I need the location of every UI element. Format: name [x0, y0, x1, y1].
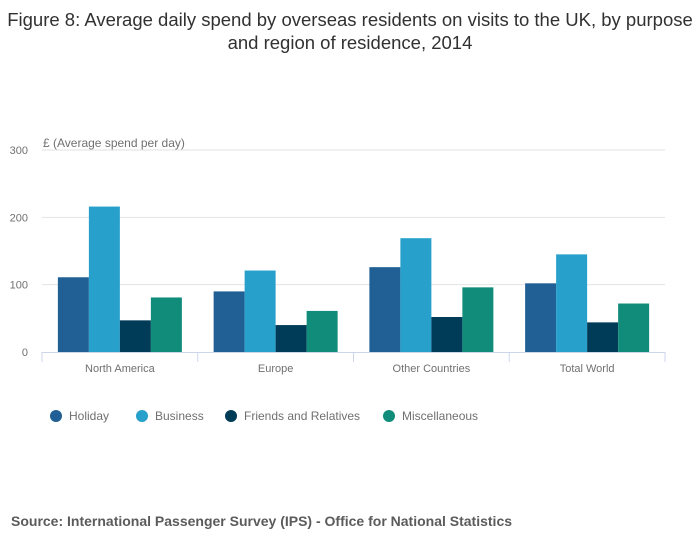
- bar-friends-and-relatives: [431, 316, 463, 352]
- bar-holiday: [369, 267, 401, 352]
- bar-miscellaneous: [462, 287, 494, 352]
- bar-holiday: [213, 291, 245, 352]
- legend-label: Business: [155, 409, 204, 423]
- bar-holiday: [57, 277, 89, 352]
- bar-holiday: [525, 283, 557, 352]
- bar-business: [556, 254, 588, 352]
- legend-label: Friends and Relatives: [244, 409, 360, 423]
- y-axis-label: £ (Average spend per day): [43, 136, 185, 150]
- y-tick-label: 200: [10, 212, 28, 224]
- bar-friends-and-relatives: [587, 322, 619, 352]
- legend-label: Holiday: [69, 409, 109, 423]
- y-tick-label: 0: [22, 347, 28, 359]
- chart-title: Figure 8: Average daily spend by oversea…: [7, 9, 693, 53]
- bar-business: [244, 270, 276, 352]
- legend-marker: [136, 410, 148, 422]
- legend-marker: [383, 410, 395, 422]
- bar-business: [400, 238, 432, 352]
- bar-miscellaneous: [150, 297, 182, 352]
- bar-friends-and-relatives: [119, 320, 151, 352]
- bar-business: [88, 206, 120, 352]
- y-tick-label: 100: [10, 280, 28, 292]
- x-tick-label: Total World: [560, 363, 615, 375]
- bar-friends-and-relatives: [275, 325, 307, 352]
- source-note: Source: International Passenger Survey (…: [11, 513, 513, 529]
- legend-marker: [225, 410, 237, 422]
- x-tick-label: Other Countries: [393, 363, 471, 375]
- legend-label: Miscellaneous: [402, 409, 478, 423]
- bar-miscellaneous: [306, 310, 338, 352]
- x-tick-label: Europe: [258, 363, 293, 375]
- bar-miscellaneous: [618, 303, 650, 352]
- x-tick-label: North America: [85, 363, 156, 375]
- legend-marker: [50, 410, 62, 422]
- y-tick-label: 300: [10, 145, 28, 157]
